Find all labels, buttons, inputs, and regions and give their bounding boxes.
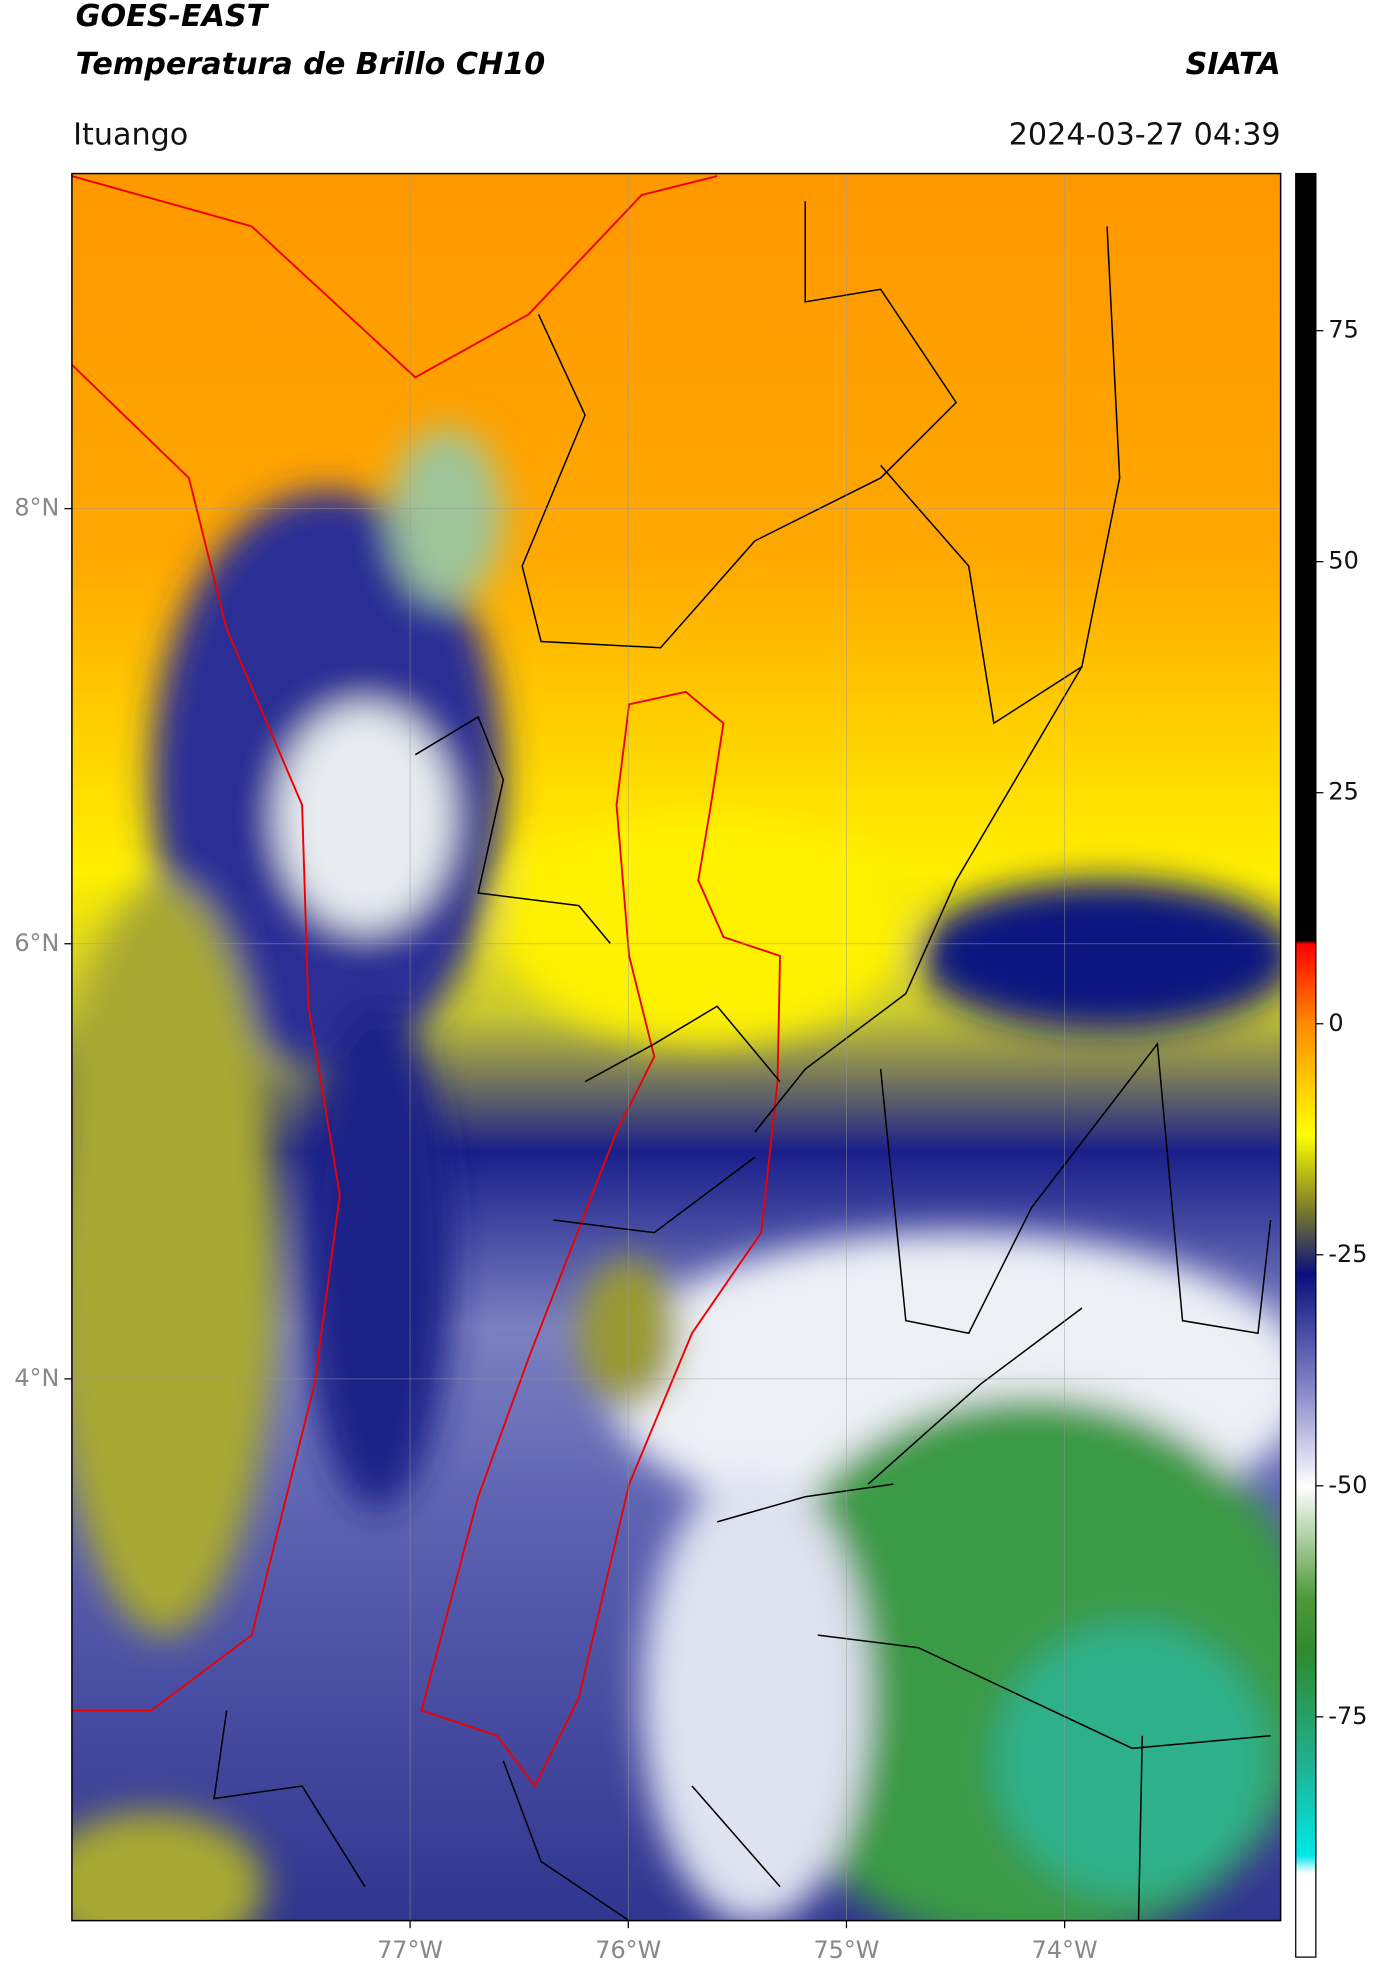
colorbar-tick-label: -75 xyxy=(1328,1702,1367,1730)
map-frame xyxy=(71,172,1282,1922)
x-tick-label: 75°W xyxy=(813,1936,879,1964)
subtitle: Temperatura de Brillo CH10 xyxy=(76,47,546,82)
colorbar-tick-label: -25 xyxy=(1328,1240,1367,1268)
colorbar-tick-label: 50 xyxy=(1328,547,1358,575)
colorbar-tick-label: 75 xyxy=(1328,316,1358,344)
y-tick-label: 4°N xyxy=(14,1364,59,1392)
title: GOES-EAST xyxy=(76,0,270,34)
graticule xyxy=(71,173,1281,1921)
x-tick-label: 76°W xyxy=(595,1936,661,1964)
x-tick-label: 77°W xyxy=(377,1936,443,1964)
y-tick-label: 6°N xyxy=(14,929,59,957)
satellite-image xyxy=(71,173,1281,1921)
colorbar-tick-label: 25 xyxy=(1328,778,1358,806)
brand: SIATA xyxy=(1186,47,1281,82)
colorbar xyxy=(1295,172,1317,1958)
region: Ituango xyxy=(73,117,188,152)
colorbar-tick-label: 0 xyxy=(1328,1009,1343,1037)
x-tick-label: 74°W xyxy=(1032,1936,1098,1964)
colorbar-tick-label: -50 xyxy=(1328,1471,1367,1499)
y-tick-label: 8°N xyxy=(14,494,59,522)
datetime: 2024-03-27 04:39 xyxy=(1009,117,1281,152)
